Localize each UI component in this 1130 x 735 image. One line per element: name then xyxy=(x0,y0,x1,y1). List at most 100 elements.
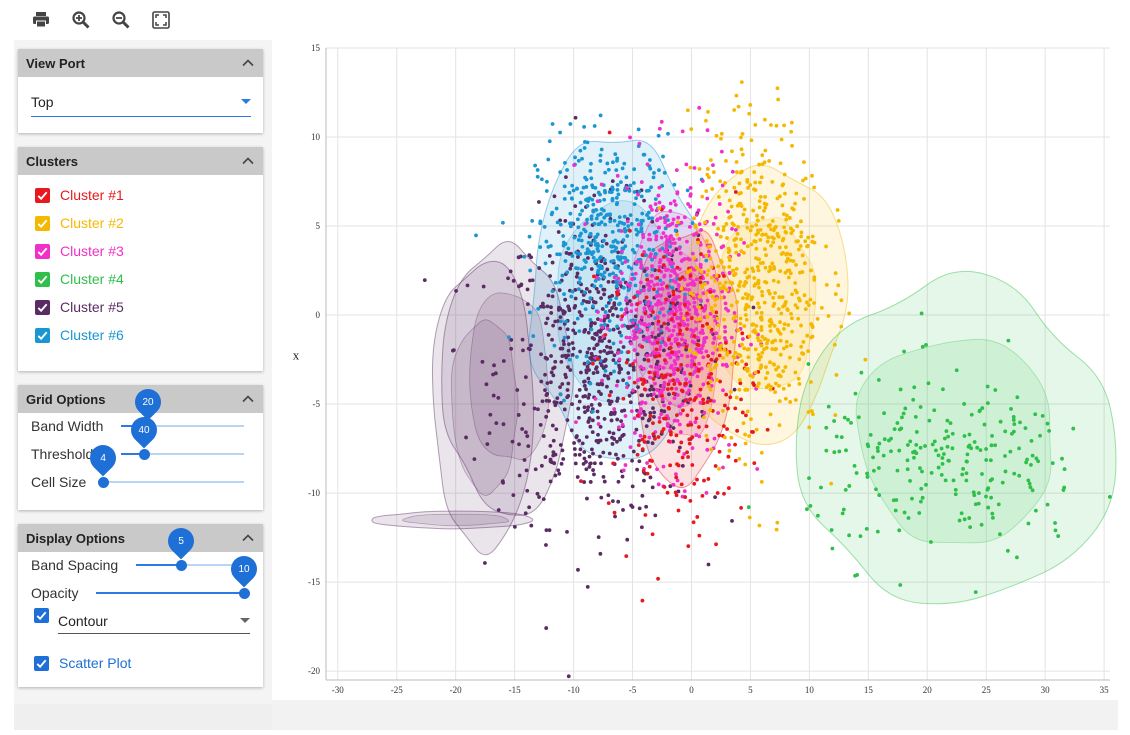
chevron-up-icon[interactable] xyxy=(241,531,255,545)
viewport-panel-header[interactable]: View Port xyxy=(18,49,263,77)
scatter-point xyxy=(666,322,671,326)
scatter-point xyxy=(601,450,606,455)
scatter-point xyxy=(483,561,487,565)
checkbox-checked-icon[interactable] xyxy=(35,243,50,259)
checkbox-checked-icon[interactable] xyxy=(34,655,49,671)
scatter-point xyxy=(623,259,628,264)
scatter-point xyxy=(715,491,720,495)
scatter-point xyxy=(599,147,604,152)
scatter-point xyxy=(743,305,748,310)
scatter-point xyxy=(683,292,687,297)
scatter-point xyxy=(802,261,807,266)
display-options-panel-header[interactable]: Display Options xyxy=(18,524,263,552)
cluster-item[interactable]: Cluster #5 xyxy=(35,293,263,321)
scatter-point xyxy=(687,307,692,312)
scatter-point xyxy=(517,284,521,289)
scatter-point xyxy=(553,473,558,478)
scatter-point xyxy=(621,468,626,473)
scatter-point xyxy=(961,466,966,471)
scatter-point xyxy=(702,411,707,415)
scatter-point xyxy=(908,478,912,483)
chevron-up-icon[interactable] xyxy=(241,154,255,168)
scatter-point xyxy=(953,487,958,492)
scatter-point xyxy=(694,277,699,282)
scatter-point xyxy=(588,424,593,429)
chevron-up-icon[interactable] xyxy=(241,56,255,70)
scatter-point xyxy=(724,158,728,163)
scatter-point xyxy=(717,449,722,454)
scatter-checkbox-row[interactable]: Scatter Plot xyxy=(34,655,131,671)
slider-track[interactable] xyxy=(121,425,244,427)
cluster-item[interactable]: Cluster #1 xyxy=(35,181,263,209)
scatter-point xyxy=(985,401,990,406)
scatter-point xyxy=(662,170,667,175)
scatter-point xyxy=(710,351,715,356)
scatter-point xyxy=(990,515,995,520)
scatter-point xyxy=(787,216,792,220)
cluster-item[interactable]: Cluster #4 xyxy=(35,265,263,293)
print-button[interactable] xyxy=(28,7,54,33)
scatter-point xyxy=(740,359,744,364)
zoom-in-button[interactable] xyxy=(68,7,94,33)
scatter-point xyxy=(706,110,710,114)
checkbox-checked-icon[interactable] xyxy=(35,327,50,343)
scatter-point xyxy=(691,279,695,284)
scatter-point xyxy=(676,342,680,346)
checkbox-checked-icon[interactable] xyxy=(35,299,50,315)
scatter-contour-chart[interactable]: -30 -25 -20 -15 -10 -5 0 5 10 15 20 25 30 35-20-15-10… xyxy=(272,40,1118,730)
scatter-point xyxy=(688,498,693,503)
scatter-point xyxy=(535,168,540,172)
chevron-up-icon[interactable] xyxy=(241,392,255,406)
cluster-item[interactable]: Cluster #6 xyxy=(35,321,263,349)
slider-track[interactable] xyxy=(121,453,244,455)
clusters-panel-header[interactable]: Clusters xyxy=(18,147,263,175)
scatter-point xyxy=(833,292,838,296)
scatter-point xyxy=(1011,415,1016,419)
slider-thumb[interactable] xyxy=(97,476,109,488)
scatter-point xyxy=(750,322,755,327)
scatter-point xyxy=(550,294,555,299)
scatter-point xyxy=(697,167,702,171)
checkbox-checked-icon[interactable] xyxy=(34,608,49,623)
scatter-point xyxy=(663,342,668,347)
plot-area[interactable]: -30 -25 -20 -15 -10 -5 0 5 10 15 20 25 30 35 -20 -15 -10… xyxy=(272,40,1118,730)
scatter-point xyxy=(633,271,638,276)
scatter-point xyxy=(1029,462,1033,467)
contour-checkbox-row[interactable] xyxy=(34,608,59,623)
scatter-point xyxy=(727,448,732,453)
scatter-point xyxy=(617,215,622,220)
zoom-out-button[interactable] xyxy=(108,7,134,33)
scatter-point xyxy=(580,156,584,161)
checkbox-checked-icon[interactable] xyxy=(35,271,50,287)
scatter-point xyxy=(704,258,709,263)
slider-thumb[interactable] xyxy=(138,448,150,460)
scatter-point xyxy=(705,314,710,319)
slider-track[interactable] xyxy=(136,564,244,566)
cluster-item[interactable]: Cluster #2 xyxy=(35,209,263,237)
scatter-point xyxy=(464,435,468,440)
scatter-point xyxy=(615,379,620,384)
slider-thumb[interactable] xyxy=(175,559,187,571)
fit-screen-button[interactable] xyxy=(148,7,174,33)
scatter-point xyxy=(984,447,989,451)
scatter-point xyxy=(753,370,758,375)
scatter-point xyxy=(724,189,729,194)
cluster-contour-inner xyxy=(855,338,1052,544)
scatter-point xyxy=(735,300,739,304)
contour-select[interactable]: Contour xyxy=(58,608,250,634)
scatter-point xyxy=(697,533,702,538)
scatter-point xyxy=(689,422,694,427)
scatter-point xyxy=(913,415,918,419)
slider-track[interactable] xyxy=(103,481,244,483)
scatter-point xyxy=(690,339,695,344)
bubble-value: 10 xyxy=(238,563,250,575)
checkbox-checked-icon[interactable] xyxy=(35,187,50,203)
cluster-item[interactable]: Cluster #3 xyxy=(35,237,263,265)
checkbox-checked-icon[interactable] xyxy=(35,215,50,231)
scatter-point xyxy=(582,265,587,270)
scatter-point xyxy=(847,533,851,538)
scatter-point xyxy=(979,522,984,527)
viewport-select[interactable]: Top xyxy=(31,87,251,117)
slider-thumb[interactable] xyxy=(238,587,250,599)
x-tick-label: -30 xyxy=(332,685,344,695)
